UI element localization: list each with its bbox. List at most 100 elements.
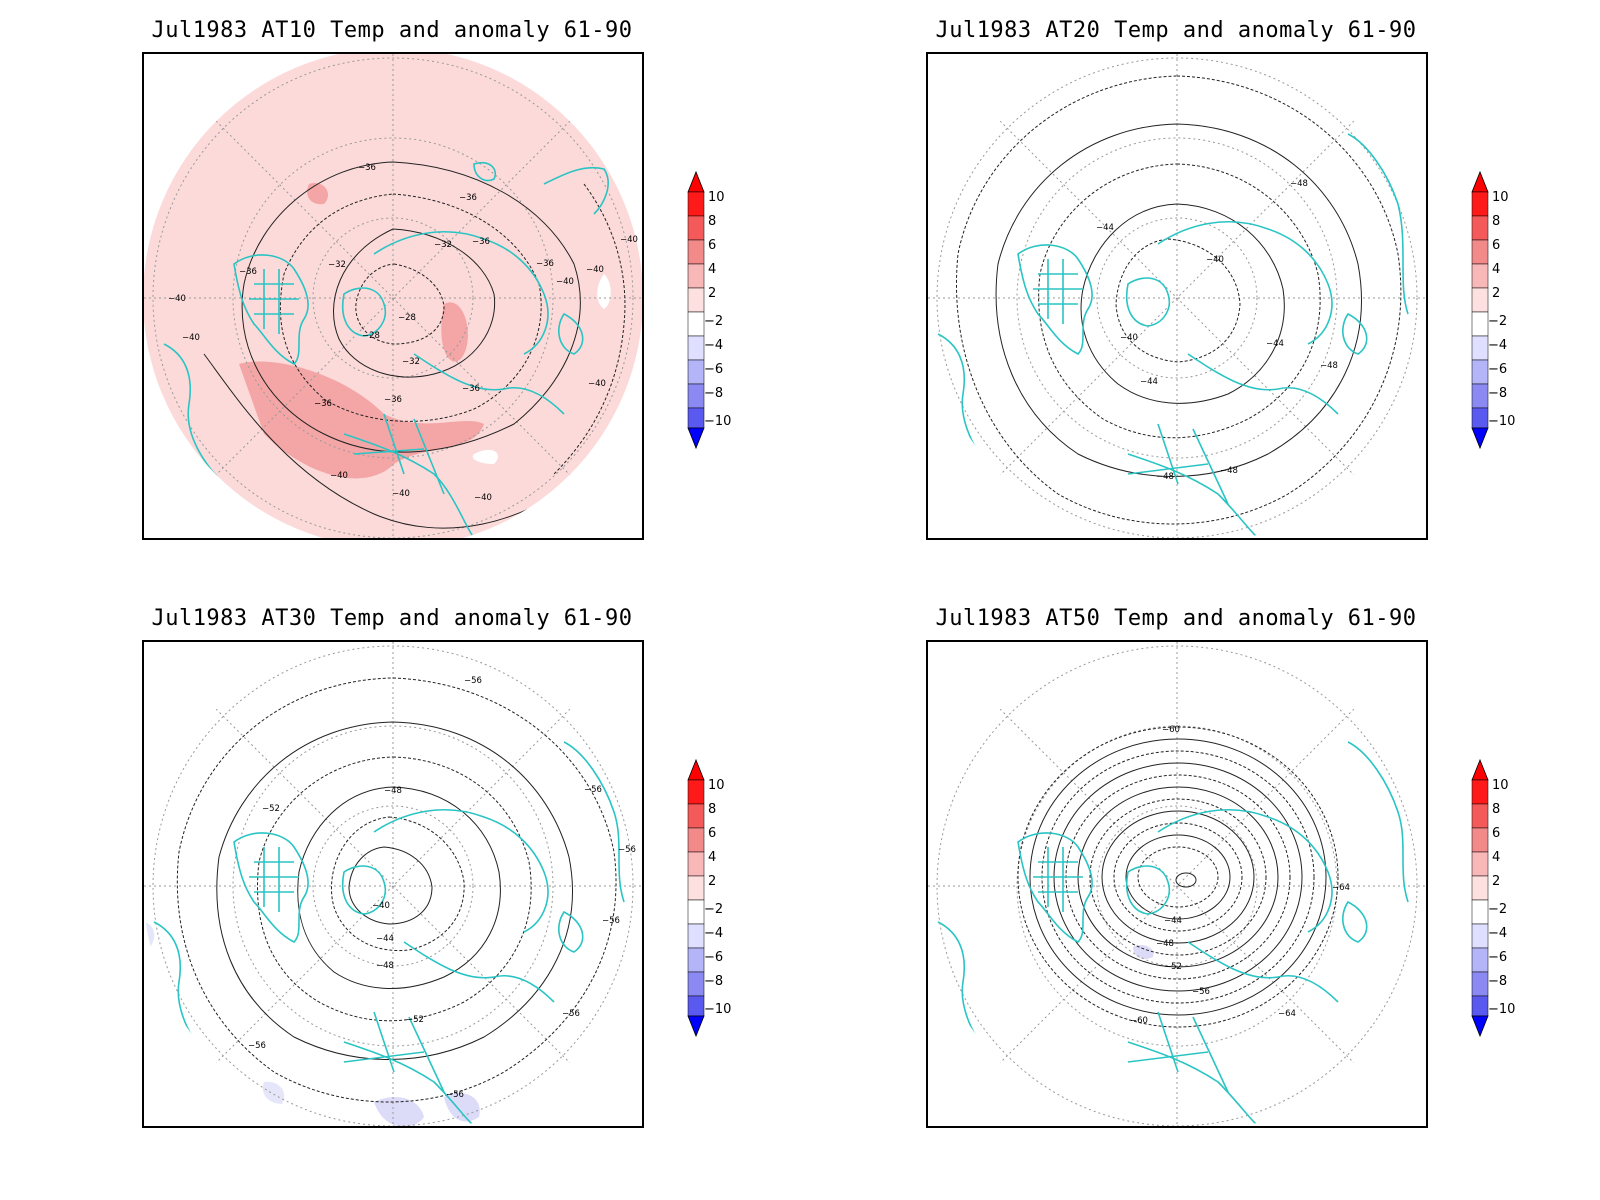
colorbar-tick: 10 <box>1492 778 1509 793</box>
colorbar-segment <box>687 947 705 973</box>
contour-label: −36 <box>462 384 480 394</box>
colorbar-top-arrow <box>687 758 705 781</box>
colorbar-segment <box>687 263 705 289</box>
contour-label: −36 <box>239 267 257 277</box>
colorbar-tick: 4 <box>708 850 716 865</box>
contour-label: −40 <box>182 333 200 343</box>
colorbar-segment <box>687 383 705 409</box>
colorbar-segment <box>1471 359 1489 385</box>
colorbar: 10 8 6 4 2 −2 −4 −6 −8 −10 <box>1471 758 1515 1038</box>
contour-label: −56 <box>618 845 636 855</box>
colorbar-tick: −4 <box>704 338 723 353</box>
polar-map: −36 −36 −32 −32 −36 −36 −36 −40 −40 −40 … <box>142 52 644 540</box>
colorbar-tick: −6 <box>1488 362 1507 377</box>
contour-label: −48 <box>1156 472 1174 482</box>
colorbar-tick: 4 <box>708 262 716 277</box>
polar-map: −60 −64 −44 −48 −52 −56 −60 −64 <box>926 640 1428 1128</box>
contour-label: −44 <box>1096 223 1114 233</box>
colorbar-bottom-arrow <box>687 1015 705 1038</box>
colorbar-segment <box>1471 899 1489 925</box>
colorbar-segment <box>687 335 705 361</box>
contour-label: −40 <box>168 294 186 304</box>
contour-label: −56 <box>584 785 602 795</box>
colorbar-tick: −6 <box>704 362 723 377</box>
colorbar-segment <box>687 995 705 1017</box>
colorbar-bottom-arrow <box>687 427 705 450</box>
contour-label: −40 <box>1206 255 1224 265</box>
map-canvas: −60 −64 −44 −48 −52 −56 −60 −64 <box>928 642 1426 1126</box>
colorbar-top-arrow <box>1471 170 1489 193</box>
contour-label: −52 <box>1164 962 1182 972</box>
colorbar-segment <box>687 287 705 313</box>
colorbar-segment <box>687 875 705 901</box>
colorbar-segment <box>1471 875 1489 901</box>
contour-label: −48 <box>1156 939 1174 949</box>
colorbar-segment <box>687 311 705 337</box>
contours <box>176 677 617 1103</box>
colorbar-tick: 10 <box>1492 190 1509 205</box>
graticule <box>928 54 1426 538</box>
colorbar-tick: −8 <box>704 974 723 989</box>
contour-label: −40 <box>556 277 574 287</box>
panel-title: Jul1983 AT50 Temp and anomaly 61-90 <box>935 606 1417 631</box>
contour-labels: −56 −52 −48 −40 −44 −48 −56 −56 −56 −52 … <box>248 676 636 1100</box>
contour-label: −44 <box>1164 916 1182 926</box>
contour-label: −52 <box>262 804 280 814</box>
colorbar-tick: 10 <box>708 190 725 205</box>
panel-title: Jul1983 AT20 Temp and anomaly 61-90 <box>935 18 1417 43</box>
colorbar-tick: 2 <box>1492 286 1500 301</box>
contour-label: −32 <box>328 260 346 270</box>
colorbar-tick: 6 <box>1492 826 1500 841</box>
colorbar-tick: 8 <box>1492 214 1500 229</box>
contour-label: −44 <box>1140 377 1158 387</box>
contour-label: −32 <box>434 240 452 250</box>
colorbar-segment <box>687 779 705 805</box>
contour-label: −52 <box>406 1015 424 1025</box>
colorbar-segment <box>687 971 705 997</box>
colorbar-segment <box>687 239 705 265</box>
contour-label: −36 <box>459 193 477 203</box>
contour-label: −36 <box>472 237 490 247</box>
colorbar-tick: 8 <box>1492 802 1500 817</box>
colorbar-tick: −10 <box>1488 414 1515 429</box>
contour-label: −48 <box>1320 361 1338 371</box>
colorbar: 10 8 6 4 2 −2 −4 −6 −8 −10 <box>1471 170 1515 450</box>
contour-label: −44 <box>376 934 394 944</box>
colorbar-segment <box>687 359 705 385</box>
colorbar-segment <box>687 215 705 241</box>
colorbar-segment <box>687 191 705 217</box>
contour-label: −40 <box>620 235 638 245</box>
colorbar-tick: −2 <box>704 314 723 329</box>
contour-label: −32 <box>402 357 420 367</box>
contours <box>203 161 626 529</box>
colorbar-segment <box>687 899 705 925</box>
map-canvas: −36 −36 −32 −32 −36 −36 −36 −40 −40 −40 … <box>144 54 642 538</box>
contour-labels: −60 −64 −44 −48 −52 −56 −60 −64 <box>1130 725 1350 1026</box>
colorbar-tick: −4 <box>704 926 723 941</box>
colorbar-segment <box>1471 215 1489 241</box>
coastlines <box>163 161 609 538</box>
colorbar-segment <box>687 803 705 829</box>
colorbar-tick: 8 <box>708 214 716 229</box>
polar-map: −48 −44 −40 −40 −44 −44 −48 −48 −48 <box>926 52 1428 540</box>
contour-label: −40 <box>586 265 604 275</box>
panel-title: Jul1983 AT30 Temp and anomaly 61-90 <box>151 606 633 631</box>
contour-label: −36 <box>314 399 332 409</box>
contour-label: −56 <box>464 676 482 686</box>
colorbar-tick: −2 <box>1488 902 1507 917</box>
colorbar-segment <box>1471 971 1489 997</box>
colorbar-tick: −4 <box>1488 338 1507 353</box>
contour-label: −40 <box>588 379 606 389</box>
colorbar-segment <box>687 407 705 429</box>
contour-label: −40 <box>392 489 410 499</box>
colorbar-segment <box>1471 335 1489 361</box>
contour-label: −60 <box>1162 725 1180 735</box>
colorbar-tick: −4 <box>1488 926 1507 941</box>
graticule <box>144 642 642 1126</box>
map-canvas: −48 −44 −40 −40 −44 −44 −48 −48 −48 <box>928 54 1426 538</box>
colorbar-segment <box>1471 287 1489 313</box>
colorbar-top-arrow <box>687 170 705 193</box>
colorbar-tick: 6 <box>708 826 716 841</box>
contour-label: −56 <box>1192 987 1210 997</box>
colorbar-segment <box>1471 803 1489 829</box>
